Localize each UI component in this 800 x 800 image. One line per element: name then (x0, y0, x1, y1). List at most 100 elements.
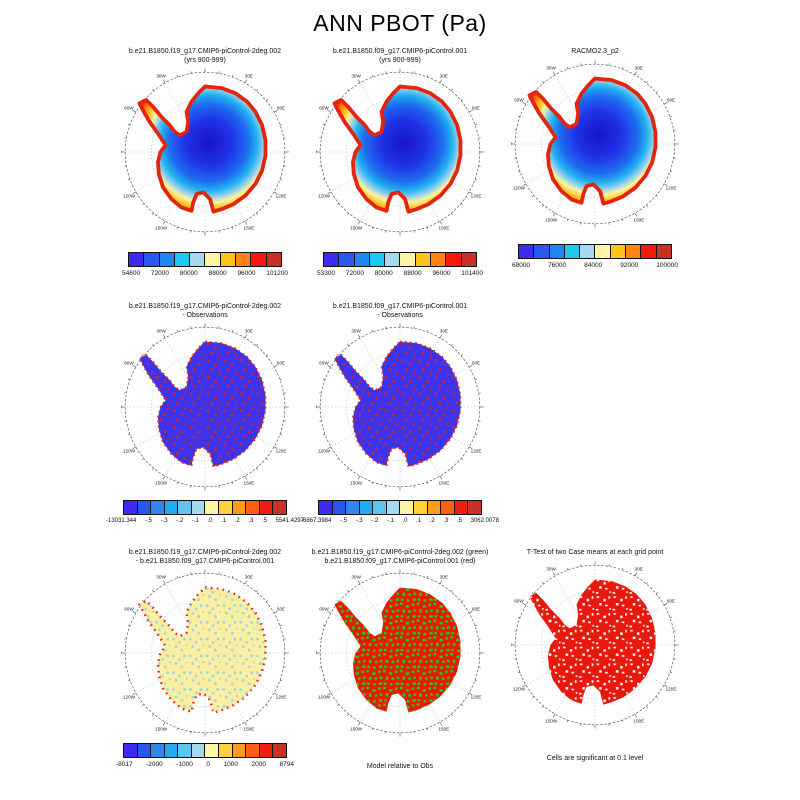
colorbar-swatch (129, 253, 144, 266)
colorbar-tick-label: 101400 (461, 270, 483, 277)
meridian-label: 150W (155, 226, 168, 231)
panel-title-line2: - Observations (182, 311, 228, 319)
colorbar-swatch (189, 253, 205, 266)
colorbar-swatch (625, 244, 641, 258)
meridian-label: 150E (634, 718, 645, 723)
meridian-label: 90W (316, 405, 318, 410)
panel-title-line2: - Observations (377, 311, 423, 319)
meridian-label: 120W (513, 686, 526, 691)
page-title: ANN PBOT (Pa) (313, 10, 487, 36)
colorbar-labels: 54600 72000 80000 88000 96000 101200 (122, 270, 288, 277)
colorbar-tick-label: .0 (402, 518, 408, 524)
colorbar-swatch (519, 244, 534, 258)
colorbar-tick-label: .5 (456, 518, 462, 524)
meridian-label: 60E (667, 598, 675, 603)
meridian-label: 150W (350, 481, 363, 486)
meridian-label: 30E (440, 574, 448, 579)
meridian-label: 90W (511, 642, 513, 647)
colorbar-tick-label: -8017 (116, 761, 133, 768)
meridian-label: 60W (319, 607, 329, 612)
colorbar-swatch (430, 253, 446, 266)
meridian-label: 60W (124, 106, 134, 111)
antarctica-map-svg: 030E60E90E120E150E180150W120W90W60W30W (511, 59, 679, 228)
meridian-label: 90W (511, 141, 513, 146)
colorbar-swatch (150, 744, 164, 757)
colorbar-swatch (426, 501, 441, 514)
meridian-label: 30E (635, 65, 643, 70)
colorbar-tick-label: -.3 (160, 518, 168, 524)
colorbar-tick-label: 68000 (512, 261, 531, 269)
meridian-label: 150E (244, 727, 255, 732)
colorbar-tick-label: 8794 (279, 761, 294, 768)
colorbar-swatch (204, 501, 219, 514)
colorbar-swatch (136, 501, 151, 514)
antarctica-map-svg: 030E60E90E120E150E180150W120W90W60W30W (316, 323, 484, 491)
colorbar-tick-label: -.3 (355, 518, 363, 524)
meridian-label: 30W (156, 574, 166, 579)
colorbar-swatch (372, 501, 386, 514)
colorbar-swatch (453, 501, 468, 514)
meridian-label: 120E (471, 193, 482, 198)
colorbar-tick-label: 3062.0078 (470, 518, 499, 524)
antarctica-map: 030E60E90E120E150E180150W120W90W60W30W (316, 323, 484, 491)
colorbar-tick-label: 0 (206, 761, 211, 768)
map-panel-picontrol-2deg: b.e21.B1850.f19_g17.CMIP6-piControl-2deg… (105, 48, 305, 277)
colorbar-swatch (231, 501, 246, 514)
colorbar-tick-label: 84000 (584, 261, 603, 269)
colorbar (318, 500, 482, 515)
panel-title-line1: b.e21.B1850.f19_g17.CMIP6-piControl-2deg… (311, 549, 489, 556)
meridian-label: 30E (440, 328, 448, 333)
antarctica-map-svg: 030E60E90E120E150E180150W120W90W60W30W (511, 560, 679, 729)
colorbar-tick-label: 88000 (208, 270, 227, 277)
meridian-label: 120E (471, 694, 482, 699)
meridian-label: 30W (156, 73, 166, 78)
panel-caption: Model relative to Obs (366, 763, 434, 770)
panel-title-line2: - b.e21.B1850.f09_g17.CMIP6-piControl.00… (135, 557, 275, 565)
colorbar-swatch (460, 253, 476, 266)
meridian-label: 120W (318, 193, 331, 198)
colorbar-swatch (655, 244, 671, 258)
colorbar-swatch (324, 253, 339, 266)
panel-title-line2: (yrs 900-999) (379, 56, 421, 64)
antarctica-map-svg: 030E60E90E120E150E180150W120W90W60W30W (121, 68, 289, 236)
meridian-label: 30W (351, 73, 361, 78)
colorbar-tick-label: 54600 (122, 270, 141, 277)
colorbar-swatch (548, 244, 564, 258)
panel-caption: Cells are significant at 0.1 level (546, 754, 644, 762)
panel-title-line2: b.e21.B1850.f09_g17.CMIP6-piControl.001 … (324, 557, 476, 565)
colorbar-tick-label: -6867.3984 (301, 518, 332, 524)
colorbar-tick-label: 80000 (374, 270, 393, 277)
panel-title-line2: (yrs 900-999) (184, 56, 226, 64)
colorbar-swatch (345, 501, 359, 514)
colorbar-swatch (190, 501, 205, 514)
meridian-label: 120E (666, 185, 677, 190)
panel-title: b.e21.B1850.f09_g17.CMIP6-piControl.001 … (300, 48, 500, 65)
colorbar-swatch (143, 253, 159, 266)
colorbar-swatch (385, 501, 400, 514)
colorbar-swatch (563, 244, 580, 258)
panel-title-line1: T-Test of two Case means at each grid po… (526, 549, 664, 556)
meridian-label: 120W (123, 193, 136, 198)
map-panel-2deg-minus-obs: b.e21.B1850.f19_g17.CMIP6-piControl-2deg… (105, 303, 305, 524)
colorbar-swatch (158, 253, 174, 266)
meridian-label: 150E (244, 481, 255, 486)
colorbar-tick-label: -.1 (191, 518, 199, 524)
meridian-label: 150W (155, 481, 168, 486)
antarctica-continent (332, 84, 463, 214)
colorbar-swatch (173, 253, 190, 266)
meridian-label: 30W (546, 65, 556, 70)
colorbar-tick-label: -2000 (146, 761, 163, 768)
antarctica-speckle-overlay (334, 341, 461, 467)
meridian-label: 120E (276, 193, 287, 198)
colorbar-tick-label: 1000 (223, 761, 239, 768)
meridian-label: 120W (318, 694, 331, 699)
meridian-label: 30W (546, 566, 556, 571)
meridian-label: 150W (350, 727, 363, 732)
meridian-label: 30W (156, 328, 166, 333)
colorbar-swatch (163, 744, 178, 757)
colorbar-labels: -6867.3984 -.5 -.3 -.2 -.1 .0 .1 .2 .3 .5 3062.007… (301, 518, 499, 524)
colorbar-swatch (219, 253, 236, 266)
colorbar-tick-label: -.1 (386, 518, 394, 524)
antarctica-continent (137, 84, 268, 214)
colorbar-tick-label: 72000 (345, 270, 364, 277)
